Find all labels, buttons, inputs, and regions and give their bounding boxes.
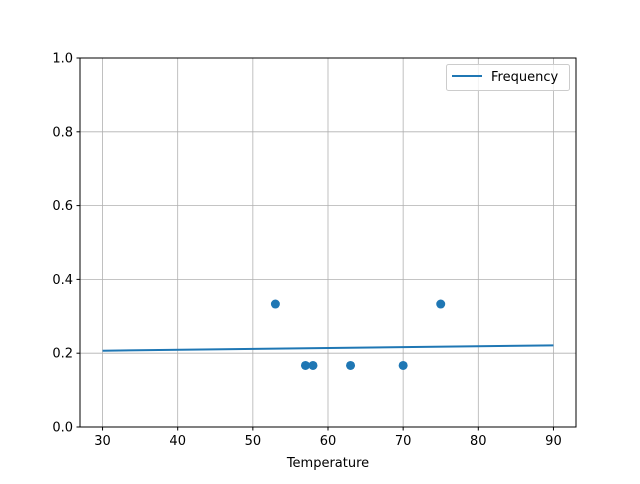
- legend-label: Frequency: [491, 70, 558, 85]
- y-tick-label: 1.0: [52, 52, 73, 67]
- scatter-point: [308, 360, 318, 370]
- scatter-point: [346, 360, 356, 370]
- axes-frame: [79, 57, 577, 428]
- x-tick-label: 30: [94, 434, 111, 449]
- x-tick-label: 90: [545, 434, 562, 449]
- scatter-point: [300, 360, 310, 370]
- scatter-point: [270, 299, 280, 309]
- y-tick-label: 0.4: [52, 273, 73, 288]
- ticks: 30 40 50 60 70 80 90 0.0 0.2 0.4 0.6 0.8 1.0: [52, 52, 561, 450]
- grid: [80, 57, 576, 428]
- marks: [102, 299, 554, 370]
- x-tick-label: 70: [395, 434, 412, 449]
- x-tick-label: 40: [169, 434, 186, 449]
- scatter-point: [398, 360, 408, 370]
- y-tick-label: 0.2: [52, 347, 73, 362]
- y-tick-label: 0.0: [52, 421, 73, 436]
- x-tick-label: 50: [245, 434, 262, 449]
- x-tick-label: 60: [320, 434, 337, 449]
- series-line-frequency: [102, 344, 554, 352]
- x-tick-label: 80: [470, 434, 487, 449]
- legend: Frequency: [446, 64, 570, 91]
- y-tick-label: 0.6: [52, 199, 73, 214]
- scatter-point: [436, 299, 446, 309]
- y-tick-label: 0.8: [52, 125, 73, 140]
- legend-box: [446, 64, 570, 91]
- x-axis-label: Temperature: [286, 456, 369, 471]
